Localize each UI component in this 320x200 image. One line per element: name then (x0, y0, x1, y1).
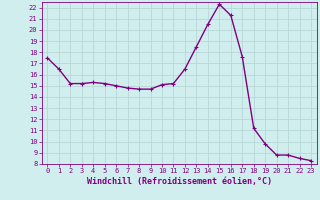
X-axis label: Windchill (Refroidissement éolien,°C): Windchill (Refroidissement éolien,°C) (87, 177, 272, 186)
